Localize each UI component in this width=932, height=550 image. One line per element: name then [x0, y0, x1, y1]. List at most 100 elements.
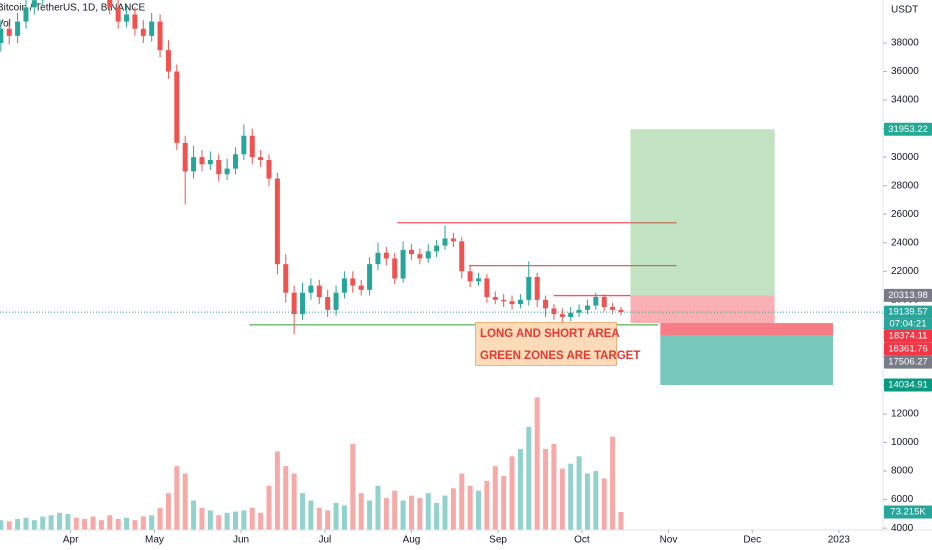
y-tick-label: 10000 — [891, 437, 919, 448]
candle-body — [0, 28, 4, 43]
note-line: GREEN ZONES ARE TARGET — [480, 350, 641, 362]
volume-bar — [98, 520, 104, 530]
volume-bar — [375, 485, 381, 530]
candle-body — [534, 277, 540, 300]
y-tick-label: 12000 — [891, 409, 919, 420]
candle-body — [140, 28, 146, 36]
volume-bar — [367, 500, 373, 530]
candle-body — [568, 312, 574, 317]
candle-body — [601, 296, 607, 307]
x-tick-label: 2023 — [828, 535, 851, 546]
volume-bar — [434, 502, 440, 530]
volume-bar — [601, 478, 607, 530]
candle-body — [191, 157, 197, 172]
y-tick-label: 4000 — [891, 523, 914, 534]
volume-bar — [266, 485, 272, 530]
candle-body — [350, 278, 356, 286]
price-chip-label: 14034.91 — [888, 379, 928, 390]
candle-body — [551, 308, 557, 315]
x-tick-label: Oct — [574, 535, 590, 546]
volume-bar — [23, 517, 29, 530]
volume-bar — [224, 512, 230, 530]
candle-body — [593, 296, 599, 306]
candle-body — [358, 285, 364, 290]
candle-body — [576, 309, 582, 313]
volume-bar — [350, 444, 356, 530]
volume-bar — [559, 468, 565, 530]
candle-body — [450, 238, 456, 242]
y-tick-label: 22000 — [891, 266, 919, 277]
position-zone — [630, 129, 775, 296]
candle-body — [274, 178, 280, 265]
price-chip — [884, 355, 932, 369]
volume-bar — [15, 518, 21, 530]
plot — [0, 222, 677, 530]
candle-body — [132, 14, 138, 29]
y-tick-label: 30000 — [891, 152, 919, 163]
candle-body — [434, 245, 440, 252]
candle-body — [476, 278, 482, 282]
volume-bar — [48, 515, 54, 530]
volume-bar — [157, 507, 163, 530]
y-tick-label: 36000 — [891, 66, 919, 77]
volume-bar — [392, 490, 398, 530]
candle-body — [392, 258, 398, 279]
volume-bar — [31, 520, 37, 530]
y-tick-label: 6000 — [891, 494, 914, 505]
volume-bar — [492, 466, 498, 530]
volume-bar — [526, 426, 532, 530]
volume-bar — [140, 516, 146, 530]
candle-body — [266, 160, 272, 179]
x-tick-label: Jun — [233, 535, 249, 546]
volume-bar — [316, 507, 322, 530]
candle-body — [291, 292, 297, 315]
candle-body — [165, 50, 171, 72]
x-tick-label: Aug — [403, 535, 421, 546]
candle-body — [375, 252, 381, 265]
position-zone — [660, 335, 833, 385]
candle-body — [207, 160, 213, 165]
volume-bar — [610, 436, 616, 530]
candle-body — [459, 241, 465, 272]
position-zone — [660, 323, 833, 336]
volume-bar — [618, 512, 624, 530]
candle-body — [241, 135, 247, 155]
candle-body — [258, 157, 264, 161]
volume-bar — [417, 498, 423, 530]
price-chip — [884, 122, 932, 136]
volume-bar — [115, 518, 121, 530]
candle-body — [216, 160, 222, 175]
volume-bar — [551, 444, 557, 530]
volume-bar — [199, 507, 205, 530]
candle-body — [501, 299, 507, 302]
volume-bar — [517, 448, 523, 530]
volume-bar — [165, 493, 171, 530]
volume-bar — [283, 466, 289, 530]
volume-bar — [408, 495, 414, 530]
candle-body — [23, 7, 29, 22]
volume-bar — [90, 516, 96, 530]
volume-bar — [501, 475, 507, 530]
candle-body — [517, 299, 523, 305]
candle-body — [543, 299, 549, 309]
candle-body — [526, 277, 532, 300]
volume-bar — [425, 493, 431, 530]
price-chip — [884, 342, 932, 356]
volume-bar — [174, 466, 180, 530]
volume-chip — [884, 505, 932, 519]
volume-bar — [107, 515, 113, 530]
candle-body — [509, 301, 515, 305]
candle-body — [316, 285, 322, 297]
volume-bar — [568, 463, 574, 530]
candle-body — [400, 249, 406, 279]
volume-bar — [291, 473, 297, 530]
x-tick-label: Jul — [318, 535, 331, 546]
volume-bar — [132, 520, 138, 530]
candle-body — [115, 7, 121, 22]
volume-bar — [182, 473, 188, 530]
candle-body — [224, 168, 230, 175]
price-chip — [884, 329, 932, 343]
volume-bar — [300, 493, 306, 530]
volume-bar — [6, 521, 12, 530]
volume-bar — [543, 448, 549, 530]
